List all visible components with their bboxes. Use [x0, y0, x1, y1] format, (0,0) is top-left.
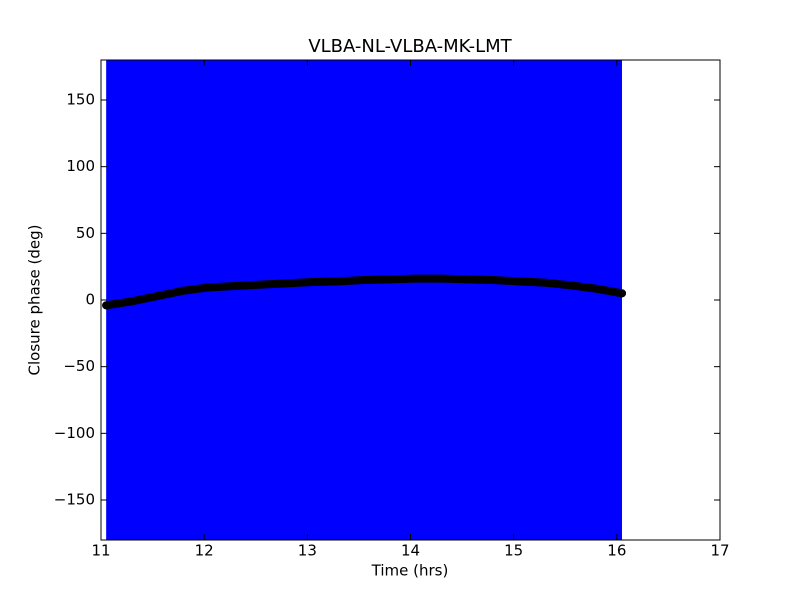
error-bar	[324, 60, 352, 540]
error-bar	[608, 60, 622, 540]
error-bar	[479, 60, 507, 540]
data-point	[385, 275, 394, 284]
data-point	[102, 301, 111, 310]
chart-title: VLBA-NL-VLBA-MK-LMT	[308, 36, 512, 57]
y-axis-label: Closure phase (deg)	[26, 225, 44, 376]
data-point	[282, 279, 291, 288]
error-bar	[582, 60, 610, 540]
x-tick-label: 17	[710, 542, 729, 560]
error-bar	[505, 60, 533, 540]
error-bar	[428, 60, 455, 540]
error-bar	[221, 60, 249, 540]
data-point	[127, 297, 136, 306]
error-bar	[106, 60, 120, 540]
error-bar	[402, 60, 430, 540]
error-bar	[195, 60, 223, 540]
error-bar	[531, 60, 559, 540]
error-bar	[299, 60, 326, 540]
axes: 11 12 13 14 15 16 17 −150 −100 −50 0 50 100 150	[54, 60, 730, 560]
data-point	[566, 281, 575, 290]
data-point	[411, 274, 420, 283]
data-point	[205, 283, 214, 292]
data-point	[437, 274, 446, 283]
data-point	[308, 278, 317, 286]
error-bar	[350, 60, 378, 540]
x-tick-label: 15	[504, 542, 523, 560]
x-tick-label: 16	[607, 542, 626, 560]
x-tick-label: 11	[91, 542, 110, 560]
y-tick-label: 150	[66, 91, 95, 109]
data-point	[514, 277, 523, 286]
data-point	[231, 282, 240, 290]
y-tick-label: 100	[66, 157, 95, 175]
data-point	[617, 289, 626, 298]
data-point	[592, 284, 601, 293]
x-tick-label: 14	[401, 542, 420, 560]
error-bar	[376, 60, 404, 540]
y-tick-label: 0	[85, 291, 95, 309]
plot-area	[102, 60, 626, 540]
data-point	[256, 280, 265, 289]
data-point	[463, 275, 472, 284]
x-axis-label: Time (hrs)	[371, 562, 449, 580]
data-point	[153, 292, 162, 300]
data-point	[489, 276, 498, 284]
y-tick-label: −150	[54, 491, 95, 509]
error-bar	[273, 60, 301, 540]
error-bar	[453, 60, 481, 540]
y-tick-label: −50	[63, 357, 95, 375]
x-tick-label: 13	[298, 542, 317, 560]
y-tick-label: −100	[54, 424, 95, 442]
data-point	[334, 277, 343, 286]
data-point	[360, 276, 369, 284]
error-bar	[247, 60, 275, 540]
error-bar	[170, 60, 197, 540]
y-tick-label: 50	[76, 224, 95, 242]
error-bar	[557, 60, 584, 540]
data-point	[540, 278, 549, 287]
x-tick-label: 12	[195, 542, 214, 560]
data-point	[179, 286, 188, 295]
